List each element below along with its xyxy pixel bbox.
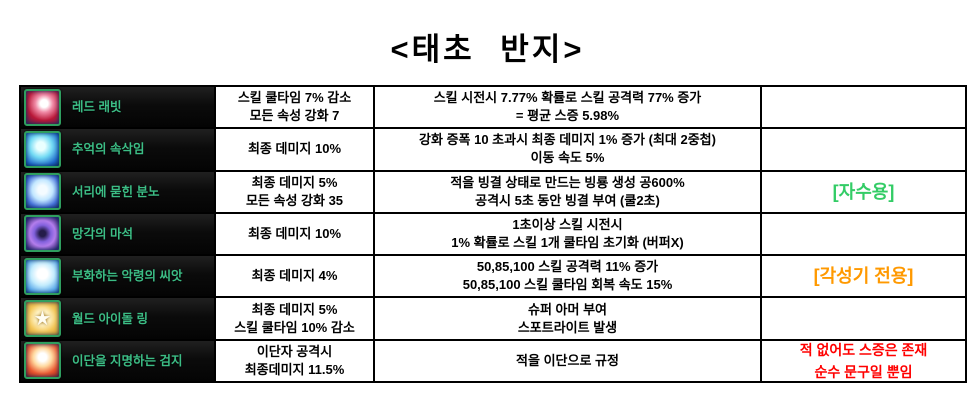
- item-icon: [24, 342, 61, 380]
- cell-line: 슈퍼 아머 부여: [528, 301, 607, 317]
- cell-line: 적 없어도 스증은 존재: [799, 341, 928, 358]
- item-icon: [24, 88, 61, 126]
- cell-line: 50,85,100 스킬 공격력 11% 증가: [476, 259, 659, 275]
- item-cell: 서리에 묻힌 분노: [21, 171, 214, 212]
- cell-line: 이동 속도 5%: [530, 150, 605, 166]
- cell-line: 1% 확률로 스킬 1개 쿨타임 초기화 (버퍼X): [451, 234, 684, 250]
- item-cell: 망각의 마석: [21, 213, 214, 255]
- item-icon: [24, 300, 61, 338]
- note-cell: [762, 213, 965, 255]
- effect-cell: 최종 데미지 5% 모든 속성 강화 35: [216, 171, 373, 212]
- item-name: 월드 아이돌 링: [72, 311, 148, 326]
- cell-line: 공격시 5초 동안 빙결 부여 (쿨2초): [475, 192, 660, 208]
- item-icon: [24, 130, 61, 168]
- effect-cell: 최종 데미지 4%: [216, 256, 373, 297]
- note-cell: [자수용]: [762, 171, 965, 212]
- cell-line: [자수용]: [832, 181, 895, 202]
- note-cell: [각성기 전용]: [762, 256, 965, 297]
- item-name: 서리에 묻힌 분노: [72, 184, 160, 199]
- item-name: 레드 래빗: [72, 100, 122, 115]
- cell-line: 스킬 쿨타임 10% 감소: [234, 319, 355, 335]
- item-icon: [24, 215, 61, 253]
- cell-line: 모든 속성 강화 35: [245, 192, 344, 208]
- cell-line: 최종 데미지 10%: [247, 141, 342, 157]
- item-cell: 이단을 지명하는 검지: [21, 340, 214, 381]
- detail-cell: 50,85,100 스킬 공격력 11% 증가 50,85,100 스킬 쿨타임 …: [375, 256, 760, 297]
- item-icon: [24, 173, 61, 211]
- cell-line: 스킬 쿨타임 7% 감소: [237, 90, 352, 106]
- cell-line: [각성기 전용]: [813, 266, 914, 287]
- cell-line: 1초이상 스킬 시전시: [512, 216, 623, 232]
- item-name: 추억의 속삭임: [72, 142, 145, 157]
- note-cell: [762, 87, 965, 128]
- item-cell: 월드 아이돌 링: [21, 298, 214, 339]
- item-cell: 부화하는 악령의 씨앗: [21, 256, 214, 297]
- cell-line: 최종 데미지 5%: [251, 174, 338, 190]
- detail-cell: 스킬 시전시 7.77% 확률로 스킬 공격력 77% 증가 = 평균 스증 5.…: [375, 87, 760, 128]
- page-title: <태초 반지>: [390, 32, 585, 67]
- item-cell: 레드 래빗: [21, 87, 214, 128]
- detail-cell: 적을 빙결 상태로 만드는 빙룡 생성 공600% 공격시 5초 동안 빙결 부여…: [375, 171, 760, 212]
- cell-line: 스킬 시전시 7.77% 확률로 스킬 공격력 77% 증가: [433, 90, 702, 106]
- cell-line: 최종데미지 11.5%: [244, 361, 345, 377]
- cell-line: 순수 문구일 뿐임: [814, 363, 913, 380]
- effect-cell: 최종 데미지 10%: [216, 213, 373, 255]
- cell-line: 최종 데미지 5%: [251, 301, 338, 317]
- detail-cell: 적을 이단으로 규정: [375, 340, 760, 381]
- cell-line: 최종 데미지 10%: [247, 225, 342, 241]
- detail-cell: 강화 증폭 10 초과시 최종 데미지 1% 증가 (최대 2중첩) 이동 속도 …: [375, 129, 760, 170]
- cell-line: = 평균 스증 5.98%: [515, 108, 620, 124]
- note-cell: [762, 298, 965, 339]
- detail-cell: 1초이상 스킬 시전시 1% 확률로 스킬 1개 쿨타임 초기화 (버퍼X): [375, 213, 760, 255]
- cell-line: 50,85,100 스킬 쿨타임 회복 속도 15%: [462, 277, 673, 293]
- cell-line: 최종 데미지 4%: [251, 268, 338, 284]
- cell-line: 모든 속성 강화 7: [249, 108, 340, 124]
- cell-line: 강화 증폭 10 초과시 최종 데미지 1% 증가 (최대 2중첩): [419, 132, 716, 148]
- cell-line: 이단자 공격시: [256, 343, 333, 359]
- item-name: 부화하는 악령의 씨앗: [72, 269, 183, 284]
- item-cell: 추억의 속삭임: [21, 129, 214, 170]
- effect-cell: 최종 데미지 10%: [216, 129, 373, 170]
- item-name: 이단을 지명하는 검지: [72, 353, 183, 368]
- cell-line: 적을 빙결 상태로 만드는 빙룡 생성 공600%: [450, 174, 685, 190]
- cell-line: 스포트라이트 발생: [517, 319, 618, 335]
- cell-line: 적을 이단으로 규정: [516, 352, 619, 368]
- note-cell: [762, 129, 965, 170]
- item-name: 망각의 마석: [72, 226, 133, 241]
- item-icon: [24, 257, 61, 295]
- effect-cell: 최종 데미지 5% 스킬 쿨타임 10% 감소: [216, 298, 373, 339]
